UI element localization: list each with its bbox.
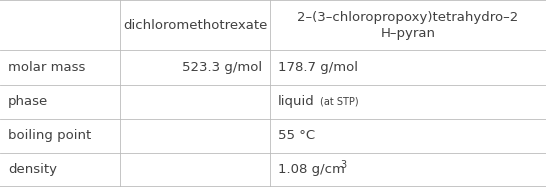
Text: (at STP): (at STP) bbox=[320, 97, 359, 107]
Text: phase: phase bbox=[8, 95, 48, 108]
Text: molar mass: molar mass bbox=[8, 61, 85, 74]
Text: dichloromethotrexate: dichloromethotrexate bbox=[123, 19, 267, 32]
Text: density: density bbox=[8, 163, 57, 177]
Text: 3: 3 bbox=[340, 160, 346, 170]
Text: liquid: liquid bbox=[278, 95, 314, 108]
Text: 1.08 g/cm: 1.08 g/cm bbox=[278, 163, 345, 177]
Text: boiling point: boiling point bbox=[8, 129, 91, 142]
Text: 2–(3–chloropropoxy)tetrahydro–2
H–pyran: 2–(3–chloropropoxy)tetrahydro–2 H–pyran bbox=[298, 11, 519, 40]
Text: 178.7 g/mol: 178.7 g/mol bbox=[278, 61, 358, 74]
Text: 523.3 g/mol: 523.3 g/mol bbox=[182, 61, 262, 74]
Text: 55 °C: 55 °C bbox=[278, 129, 315, 142]
